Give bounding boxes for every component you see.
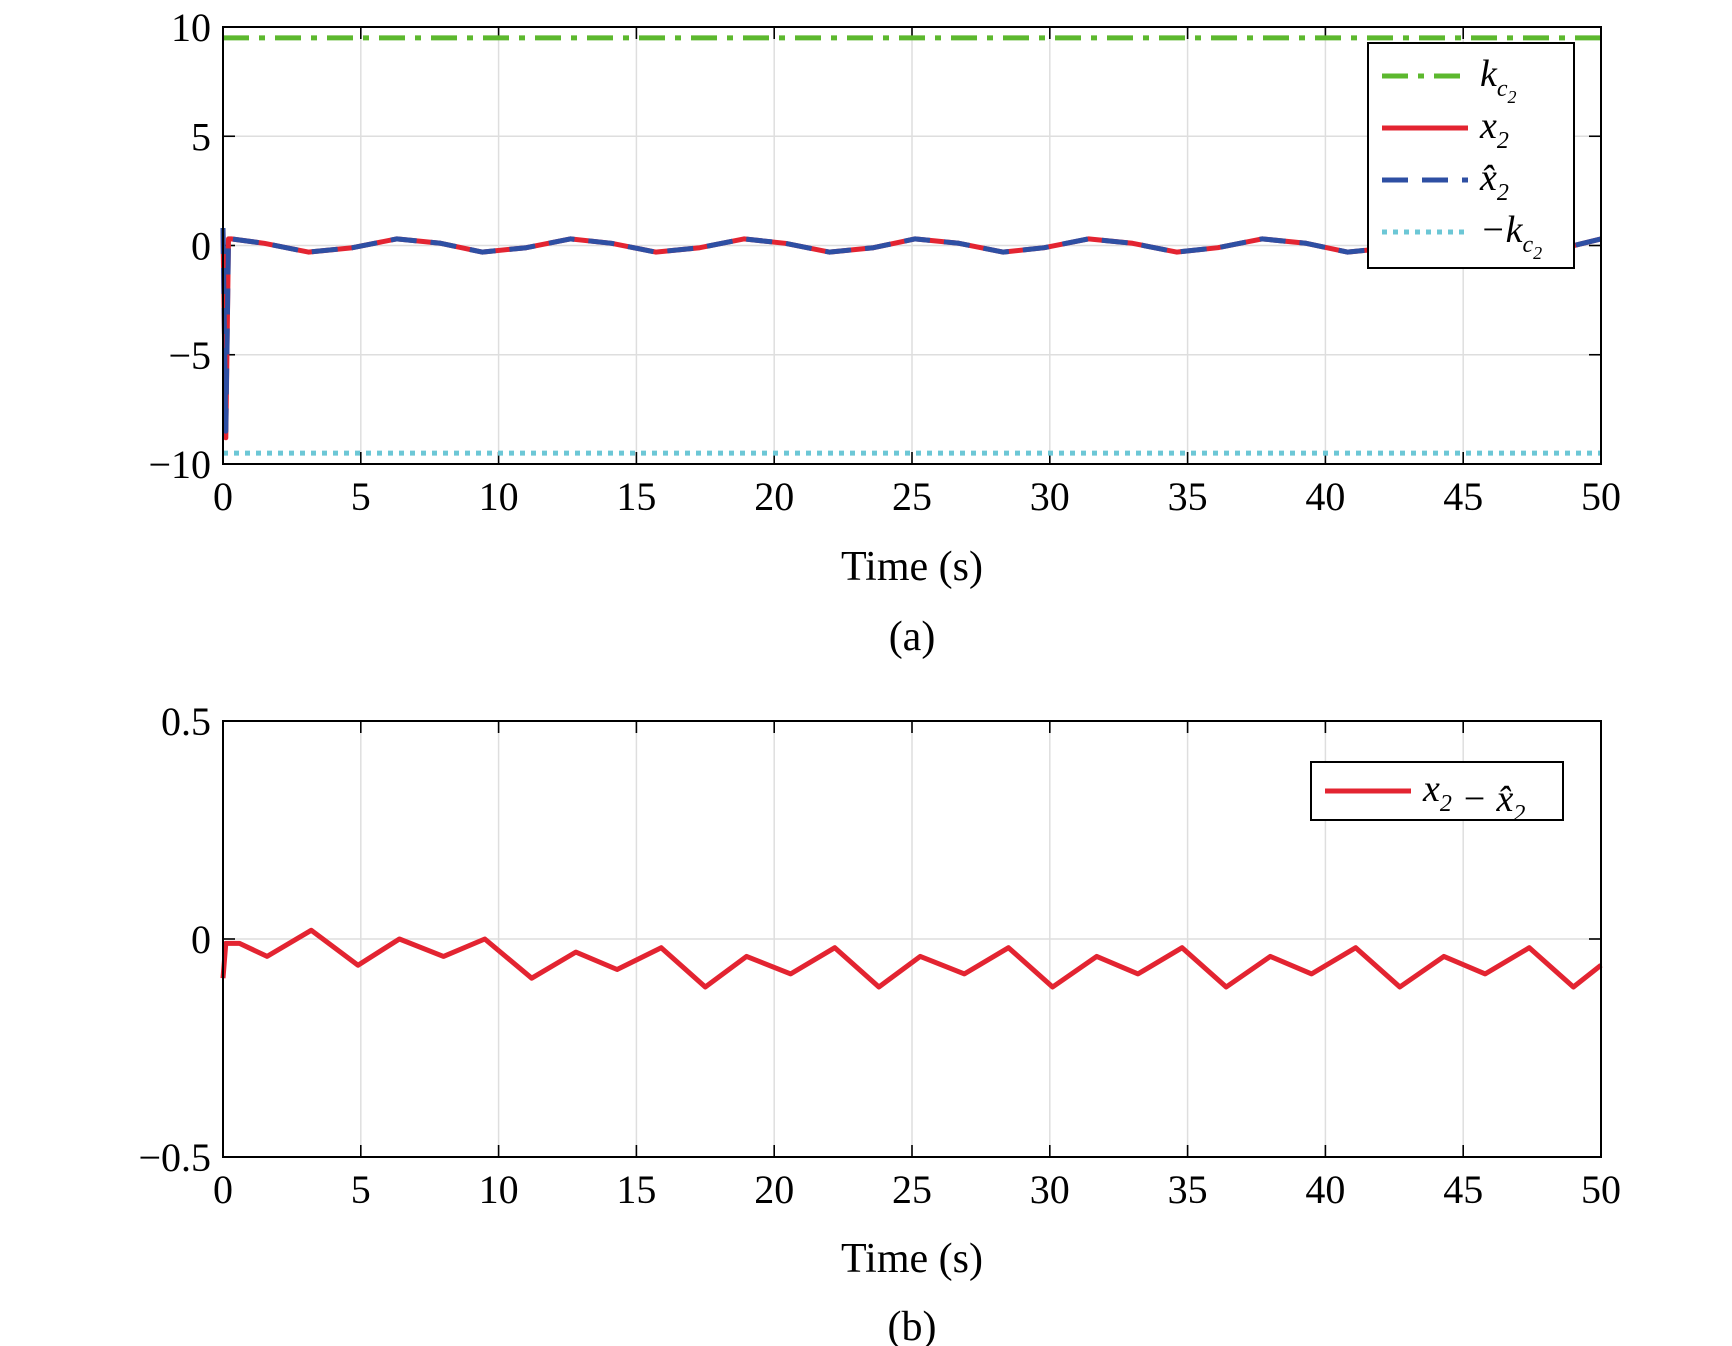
panel-a-y-tick-label: −10: [148, 442, 211, 487]
panel-b-series-0-line: [220, 927, 1603, 990]
panel-a-legend-label-sub: 2: [1497, 180, 1509, 206]
panel-b-x-tick-label: 30: [1030, 1167, 1070, 1212]
panel-a-legend-label-main: x: [1479, 105, 1497, 147]
panel-a-series-2-line: [220, 227, 1602, 434]
panel-a-x-tick-label: 25: [892, 474, 932, 519]
panel-b-y-tick-label: 0.5: [161, 699, 211, 744]
panel-a-x-tick-label: 20: [754, 474, 794, 519]
panel-a-legend-label-main: x̂: [1479, 157, 1497, 199]
panel-a-y-tick-label: 0: [191, 224, 211, 269]
panel-a-x-tick-label: 45: [1443, 474, 1483, 519]
panel-b-legend-label-0: x2 − x̂2: [1422, 768, 1525, 827]
panel-b-y-tick-label: −0.5: [138, 1135, 211, 1180]
panel-a-legend-label-3: −kc2: [1480, 209, 1542, 263]
panel-a-x-tick-label: 5: [351, 474, 371, 519]
panel-a-x-tick-label: 35: [1168, 474, 1208, 519]
panel-b-x-tick-label: 20: [754, 1167, 794, 1212]
panel-b: 0 5 10 15 20 25 30 35 40 45 500.50−0.5x2 − x̂2Time…: [138, 699, 1621, 1346]
panel-a-x-tick-label: 10: [479, 474, 519, 519]
panel-b-legend-label-sub: 2: [1440, 791, 1452, 817]
panel-a-x-axis-label: Time (s): [841, 544, 983, 590]
panel-a-x-tick-label: 0: [213, 474, 233, 519]
panel-a-x-tick-label: 30: [1030, 474, 1070, 519]
panel-b-x-tick-label: 10: [479, 1167, 519, 1212]
panel-a-legend-label-sub: c: [1523, 232, 1534, 258]
panel-a-legend-label-subsub: 2: [1508, 87, 1517, 107]
panel-b-legend: x2 − x̂2: [1310, 761, 1564, 827]
panel-a-x-tick-label: 15: [616, 474, 656, 519]
panel-a-caption: (a): [889, 614, 936, 660]
panel-b-x-axis-label: Time (s): [841, 1236, 983, 1282]
panel-b-caption: (b): [888, 1304, 937, 1346]
panel-b-x-tick-label: 0: [213, 1167, 233, 1212]
panel-b-x-tick-label: 15: [616, 1167, 656, 1212]
panel-a-legend-box: [1367, 42, 1575, 269]
panel-b-frame: [222, 720, 1602, 1158]
panel-a-x-tick-label: 40: [1305, 474, 1345, 519]
panel-b-x-tick-label: 40: [1305, 1167, 1345, 1212]
panel-a-y-tick-label: 10: [171, 5, 211, 50]
panel-b-legend-label-rest-sub: 2: [1513, 801, 1525, 827]
panel-b-y-tick-label: 0: [191, 917, 211, 962]
panel-b-x-tick-label: 50: [1581, 1167, 1621, 1212]
panel-a-y-tick-label: −5: [168, 333, 211, 378]
panel-a-legend-label-0: kc2: [1480, 53, 1517, 107]
panel-a-y-tick-label: 5: [191, 114, 211, 159]
panel-b-x-tick-label: 25: [892, 1167, 932, 1212]
panel-a-x-tick-label: 50: [1581, 474, 1621, 519]
panel-a-legend-label-main: k: [1480, 53, 1498, 95]
panel-b-x-tick-label: 5: [351, 1167, 371, 1212]
panel-a-legend-label-subsub: 2: [1533, 243, 1542, 263]
panel-a-legend-label-sub: 2: [1497, 128, 1509, 154]
panel-b-x-tick-label: 35: [1168, 1167, 1208, 1212]
panel-b-x-tick-label: 45: [1443, 1167, 1483, 1212]
panel-a-legend-label-2: x̂2: [1479, 157, 1509, 206]
panel-b-legend-label-main: x: [1422, 768, 1440, 810]
panel-b-legend-label-rest: − x̂: [1452, 778, 1514, 820]
panel-a-legend-label-1: x2: [1479, 105, 1509, 154]
panel-a-frame: [222, 26, 1602, 465]
panel-a: 0 5 10 15 20 25 30 35 40 45 501050−10−5kc2x2x̂2−kc…: [148, 5, 1621, 660]
panel-a-legend-label-main: −k: [1480, 209, 1524, 251]
panel-a-legend-label-sub: c: [1497, 76, 1508, 102]
